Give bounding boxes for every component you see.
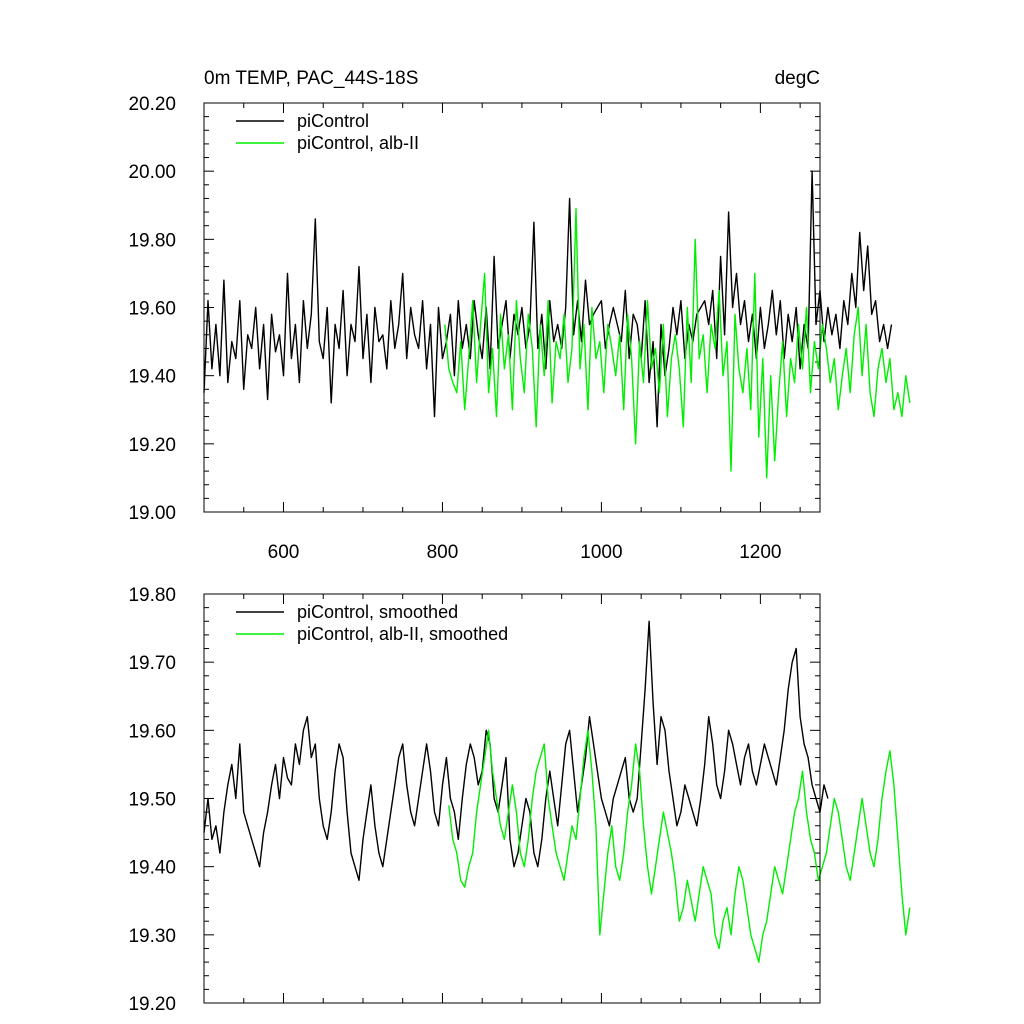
legend-top: piControl piControl, alb-II: [236, 111, 419, 153]
series-lines-top: [203, 170, 911, 479]
legend-label-alb-ii-smoothed: piControl, alb-II, smoothed: [297, 624, 508, 644]
series-line-picontrol: [203, 620, 829, 881]
series-lines-bottom: [203, 620, 911, 963]
y-tick-label: 19.60: [128, 721, 176, 742]
chart-title-right: degC: [775, 68, 820, 89]
y-axis-labels-bottom: 19.20 19.30 19.40 19.50 19.60 19.70 19.80: [128, 585, 176, 1015]
y-tick-label: 19.60: [128, 299, 176, 320]
y-tick-label: 19.80: [128, 585, 176, 606]
x-tick-label: 1000: [580, 542, 622, 563]
legend-label-alb-ii: piControl, alb-II: [297, 133, 419, 153]
y-tick-label: 20.20: [128, 94, 176, 115]
y-tick-label: 19.50: [128, 790, 176, 811]
y-tick-label: 19.20: [128, 435, 176, 456]
x-tick-label: 800: [427, 542, 459, 563]
y-tick-label: 19.80: [128, 230, 176, 251]
legend-bottom: piControl, smoothed piControl, alb-II, s…: [236, 602, 508, 644]
chart-title-left: 0m TEMP, PAC_44S-18S: [204, 68, 418, 89]
x-tick-label: 1200: [739, 542, 781, 563]
y-tick-label: 19.70: [128, 653, 176, 674]
chart-panel-bottom: 19.20 19.30 19.40 19.50 19.60 19.70 19.80 piCo…: [128, 585, 911, 1015]
y-tick-label: 20.00: [128, 162, 176, 183]
chart-panel-top: 0m TEMP, PAC_44S-18S degC 19.00 19.20 19.4…: [128, 68, 911, 563]
series-line-alb-ii: [448, 729, 911, 963]
y-tick-label: 19.00: [128, 503, 176, 524]
y-axis-labels-top: 19.00 19.20 19.40 19.60 19.80 20.00 20.20: [128, 94, 176, 524]
legend-label-picontrol: piControl: [297, 111, 369, 131]
y-tick-label: 19.40: [128, 858, 176, 879]
plot-frame-bottom: [203, 593, 821, 1004]
y-tick-label: 19.20: [128, 994, 176, 1015]
axis-ticks-bottom: [204, 593, 820, 1004]
legend-label-picontrol-smoothed: piControl, smoothed: [297, 602, 458, 622]
y-tick-label: 19.30: [128, 926, 176, 947]
plot-frame-top: [203, 102, 821, 513]
axis-ticks-top: [204, 102, 820, 513]
y-tick-label: 19.40: [128, 367, 176, 388]
x-axis-labels-top: 600 800 1000 1200: [268, 542, 782, 563]
series-line-picontrol: [203, 170, 893, 428]
x-tick-label: 600: [268, 542, 300, 563]
series-line-alb-ii: [444, 207, 911, 479]
